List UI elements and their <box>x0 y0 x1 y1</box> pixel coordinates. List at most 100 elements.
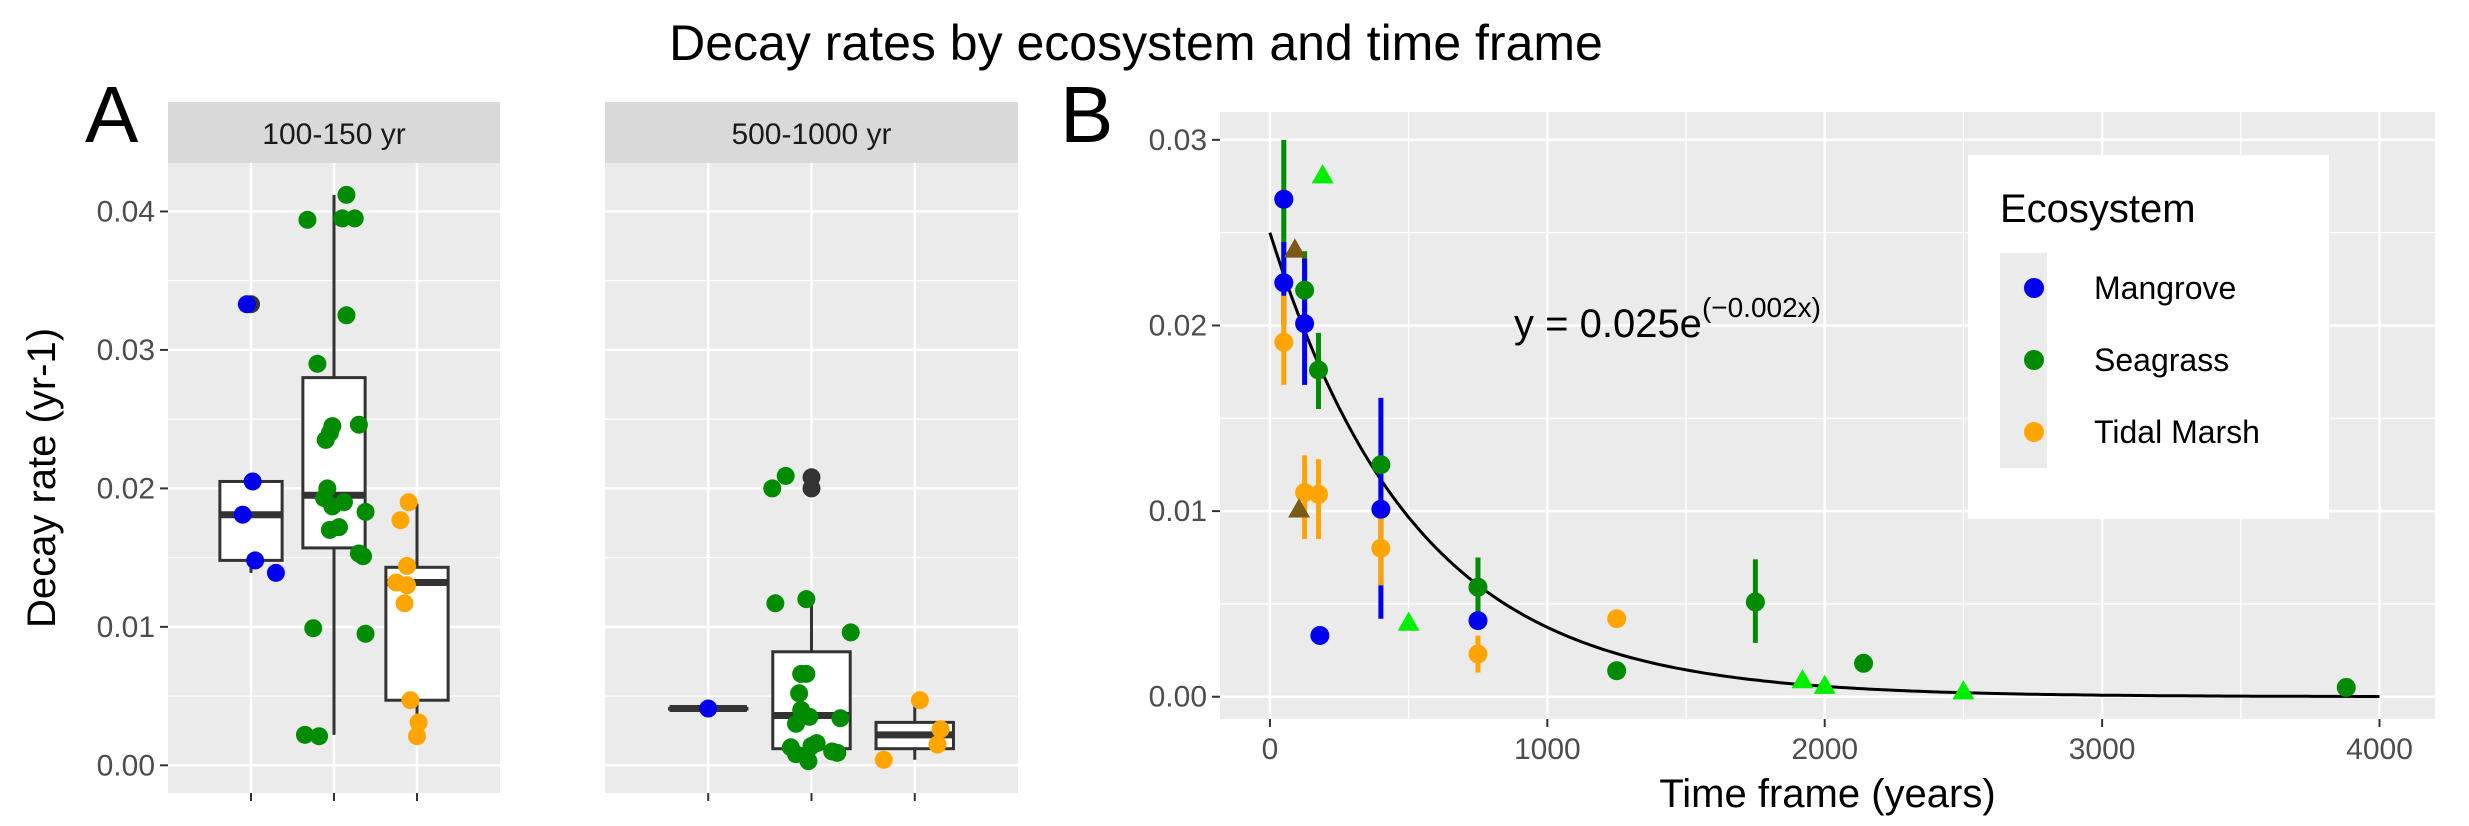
data-point-tidal-marsh <box>401 691 420 710</box>
fit-equation-base: y = 0.025e <box>1514 302 1702 346</box>
scatter-point-tidal-marsh <box>1607 609 1627 629</box>
scatter-point-mangrove <box>1371 499 1391 519</box>
scatter-point-seagrass <box>1468 577 1488 597</box>
scatter-point-seagrass <box>1745 592 1765 612</box>
triangle-marker <box>1791 669 1814 689</box>
scatter-point-tidal-marsh <box>1468 644 1488 664</box>
box-iqr-seagrass <box>301 376 367 550</box>
panel-b-xtick-label: 2000 <box>1791 733 1858 766</box>
triangle-marker <box>1283 238 1306 258</box>
data-point-seagrass <box>295 725 314 744</box>
fit-equation-exponent: (−0.002x) <box>1702 292 1821 323</box>
scatter-point-mangrove <box>1274 189 1294 209</box>
legend-key-tidal-marsh <box>2024 422 2044 442</box>
data-point-seagrass <box>831 709 850 728</box>
data-point-seagrass <box>298 210 317 229</box>
legend-key-mangrove <box>2024 278 2044 298</box>
data-point-seagrass <box>333 209 352 228</box>
scatter-point-mangrove <box>1274 273 1294 293</box>
data-point-seagrass <box>799 752 818 771</box>
data-point-seagrass <box>800 707 819 726</box>
data-point-seagrass <box>763 479 782 498</box>
data-point-mangrove <box>246 551 265 570</box>
panel-b-x-axis-label: Time frame (years) <box>1659 772 1995 816</box>
facet-strip <box>168 102 500 163</box>
scatter-point-mangrove <box>1310 625 1330 645</box>
triangle-marker <box>1397 611 1420 631</box>
data-point-tidal-marsh <box>399 493 418 512</box>
data-point-seagrass <box>356 502 375 521</box>
data-point-mangrove <box>266 563 285 582</box>
data-point-seagrass <box>807 734 826 753</box>
data-point-tidal-marsh <box>391 511 410 530</box>
scatter-point-tidal-marsh <box>1274 332 1294 352</box>
triangle-marker <box>1288 498 1311 518</box>
scatter-point-seagrass <box>2336 677 2356 697</box>
data-point-seagrass <box>787 714 806 733</box>
data-point-tidal-marsh <box>874 750 893 769</box>
data-point-seagrass <box>797 590 816 609</box>
panel-b-xtick-label: 3000 <box>2069 733 2136 766</box>
data-point-tidal-marsh <box>398 576 417 595</box>
data-point-seagrass <box>318 479 337 498</box>
panel-a-ytick-label: 0.02 <box>97 472 155 505</box>
data-point-seagrass <box>304 619 323 638</box>
legend-label-mangrove: Mangrove <box>2094 270 2236 306</box>
data-point-seagrass <box>766 594 785 613</box>
panel-a-ytick-label: 0.04 <box>97 195 155 228</box>
data-point-seagrass <box>323 417 342 436</box>
panel-a-label: A <box>85 70 139 159</box>
facet-strip-label: 100-150 yr <box>262 118 405 151</box>
data-point-seagrass <box>828 743 847 762</box>
box-iqr-mangrove <box>218 479 284 562</box>
data-point-seagrass <box>337 185 356 204</box>
legend-title: Ecosystem <box>2000 187 2196 231</box>
data-point-tidal-marsh <box>398 556 417 575</box>
data-point-seagrass <box>797 664 816 683</box>
data-point-tidal-marsh <box>408 727 426 746</box>
data-point-mangrove <box>237 295 256 314</box>
scatter-point-seagrass <box>1295 280 1315 300</box>
scatter-point-seagrass <box>1371 455 1391 475</box>
data-point-seagrass <box>345 209 364 228</box>
data-point-seagrass <box>308 354 327 373</box>
box-outlier-point <box>802 468 821 487</box>
panel-b-xtick-label: 0 <box>1262 733 1279 766</box>
panel-b-xtick-label: 4000 <box>2346 733 2413 766</box>
data-point-seagrass <box>337 306 356 325</box>
data-point-seagrass <box>790 684 809 703</box>
data-point-mangrove <box>233 505 252 524</box>
data-point-seagrass <box>349 415 368 434</box>
data-point-seagrass <box>354 547 373 566</box>
figure-title: Decay rates by ecosystem and time frame <box>669 15 1603 71</box>
panel-b-ytick-label: 0.03 <box>1149 124 1207 157</box>
legend-label-tidal-marsh: Tidal Marsh <box>2094 414 2260 450</box>
data-point-seagrass <box>841 623 860 642</box>
panel-b-ytick-label: 0.02 <box>1149 309 1207 342</box>
data-point-seagrass <box>356 624 375 643</box>
panel-a-ytick-label: 0.03 <box>97 334 155 367</box>
panel-b-ytick-label: 0.00 <box>1149 681 1207 714</box>
scatter-point-seagrass <box>1308 360 1328 380</box>
scatter-point-seagrass <box>1607 661 1627 681</box>
panel-a-y-axis-label: Decay rate (yr-1) <box>20 328 64 628</box>
data-point-tidal-marsh <box>910 691 929 710</box>
panel-a-ytick-label: 0.01 <box>97 611 155 644</box>
scatter-point-tidal-marsh <box>1308 484 1328 504</box>
scatter-point-mangrove <box>1468 611 1488 631</box>
box-iqr-seagrass <box>771 650 852 751</box>
facet-strip-label: 500-1000 yr <box>731 118 891 151</box>
data-point-mangrove <box>699 699 718 718</box>
data-point-seagrass <box>329 518 348 537</box>
scatter-point-seagrass <box>1854 653 1874 673</box>
facet-strip <box>605 102 1018 163</box>
data-point-seagrass <box>334 493 353 512</box>
data-point-tidal-marsh <box>928 735 947 754</box>
data-point-seagrass <box>776 466 795 485</box>
scatter-point-tidal-marsh <box>1371 538 1391 558</box>
scatter-point-tidal-marsh <box>1295 483 1315 503</box>
data-point-seagrass <box>310 727 329 746</box>
data-point-tidal-marsh <box>395 594 414 613</box>
data-point-mangrove <box>243 472 262 491</box>
